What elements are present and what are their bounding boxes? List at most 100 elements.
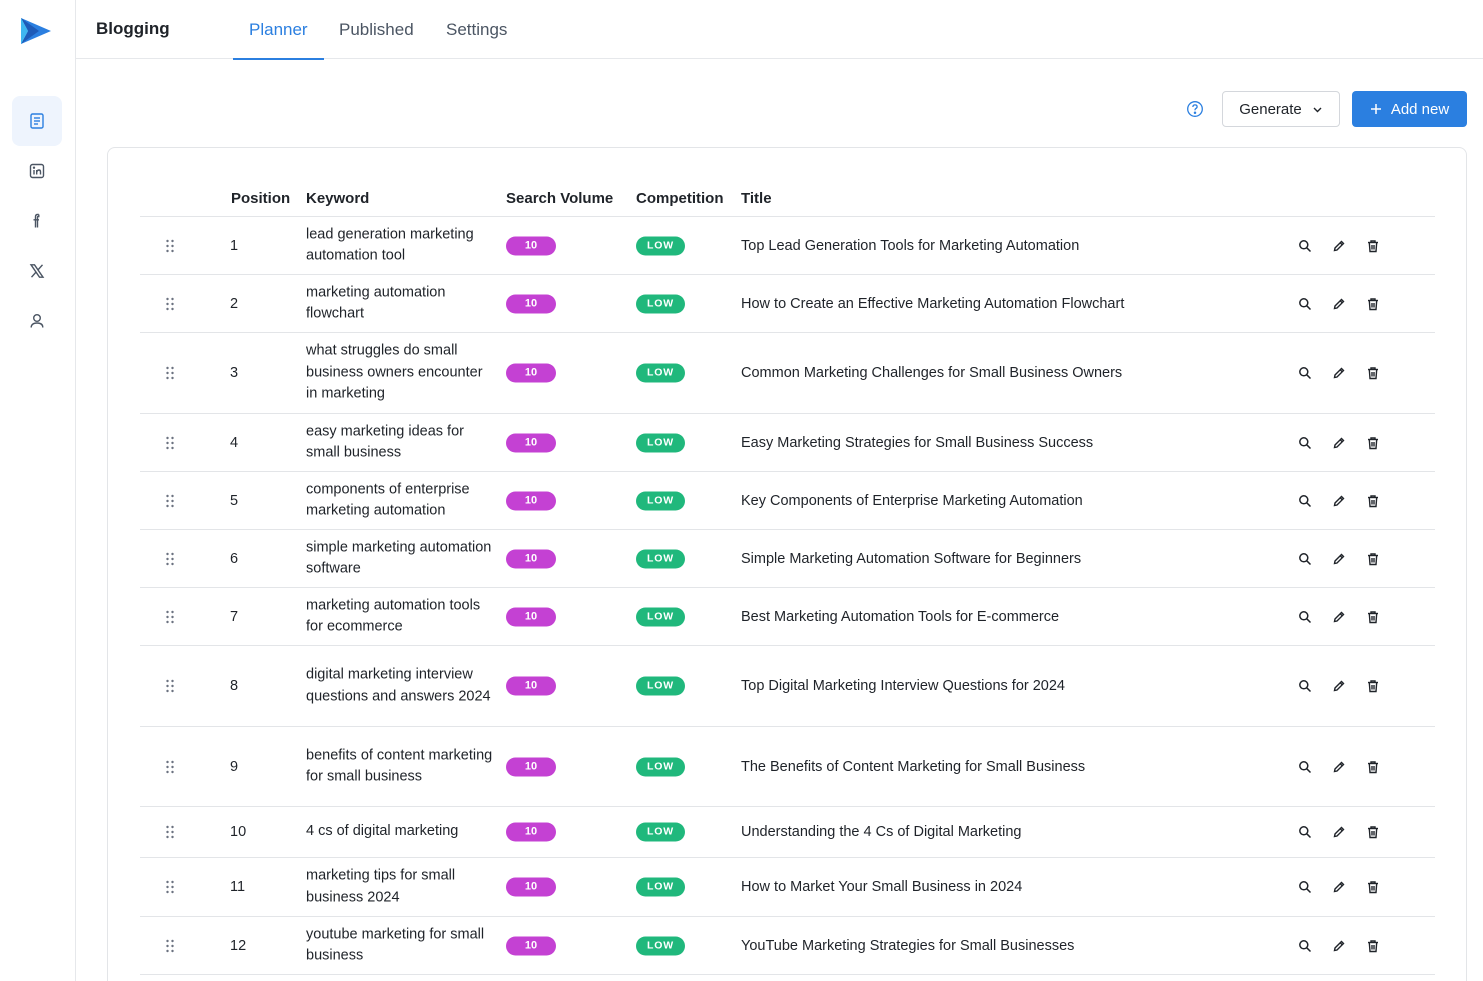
competition-badge: LOW: [636, 549, 685, 568]
delete-button[interactable]: [1365, 551, 1381, 567]
search-volume-badge: 10: [506, 236, 556, 255]
search-button[interactable]: [1297, 551, 1313, 567]
delete-button[interactable]: [1365, 879, 1381, 895]
drag-handle-icon[interactable]: [162, 238, 178, 254]
row-keyword: what struggles do small business owners …: [306, 342, 483, 402]
pencil-icon: [1333, 611, 1345, 622]
drag-handle-icon[interactable]: [162, 609, 178, 625]
competition-badge: LOW: [636, 491, 685, 510]
sidebar-item-account[interactable]: [12, 296, 62, 346]
delete-button[interactable]: [1365, 296, 1381, 312]
facebook-icon: [33, 213, 40, 228]
drag-handle-icon[interactable]: [162, 551, 178, 567]
trash-icon: [1368, 367, 1378, 380]
user-icon: [30, 314, 44, 328]
competition-badge: LOW: [636, 433, 685, 452]
search-icon: [1299, 610, 1312, 623]
app-logo-icon[interactable]: [19, 16, 53, 46]
sidebar-item-facebook[interactable]: [12, 196, 62, 246]
pencil-icon: [1333, 367, 1345, 379]
row-title: Top Digital Marketing Interview Question…: [741, 678, 1065, 694]
row-title: Understanding the 4 Cs of Digital Market…: [741, 824, 1022, 840]
edit-button[interactable]: [1331, 435, 1347, 451]
search-button[interactable]: [1297, 879, 1313, 895]
table-row: 11 marketing tips for small business 202…: [140, 858, 1435, 917]
edit-button[interactable]: [1331, 493, 1347, 509]
table-row: 3 what struggles do small business owner…: [140, 333, 1435, 414]
search-button[interactable]: [1297, 678, 1313, 694]
sidebar-item-blog[interactable]: [12, 96, 62, 146]
edit-button[interactable]: [1331, 759, 1347, 775]
delete-button[interactable]: [1365, 759, 1381, 775]
drag-handle-icon[interactable]: [162, 296, 178, 312]
trash-icon: [1368, 239, 1378, 252]
row-keyword: easy marketing ideas for small business: [306, 422, 464, 461]
search-volume-badge: 10: [506, 294, 556, 313]
row-title: The Benefits of Content Marketing for Sm…: [741, 758, 1086, 775]
edit-button[interactable]: [1331, 824, 1347, 840]
search-button[interactable]: [1297, 435, 1313, 451]
tab-published[interactable]: Published: [339, 19, 414, 39]
edit-button[interactable]: [1331, 296, 1347, 312]
delete-button[interactable]: [1365, 238, 1381, 254]
drag-handle-icon[interactable]: [162, 824, 178, 840]
edit-button[interactable]: [1331, 238, 1347, 254]
drag-handle-icon[interactable]: [162, 879, 178, 895]
drag-handle-icon[interactable]: [162, 938, 178, 954]
search-button[interactable]: [1297, 238, 1313, 254]
pencil-icon: [1333, 680, 1345, 692]
delete-button[interactable]: [1365, 824, 1381, 840]
drag-handle-icon[interactable]: [162, 493, 178, 509]
table-row: 7 marketing automation tools for ecommer…: [140, 588, 1435, 646]
generate-button[interactable]: Generate: [1222, 91, 1340, 127]
search-icon: [1299, 367, 1312, 380]
drag-handle-icon[interactable]: [162, 435, 178, 451]
row-position: 12: [230, 937, 247, 954]
table-row: 9 benefits of content marketing for smal…: [140, 727, 1435, 807]
help-icon[interactable]: [1186, 100, 1204, 118]
tab-settings[interactable]: Settings: [446, 19, 508, 39]
search-button[interactable]: [1297, 759, 1313, 775]
trash-icon: [1368, 436, 1378, 449]
delete-button[interactable]: [1365, 609, 1381, 625]
edit-button[interactable]: [1331, 551, 1347, 567]
row-position: 8: [230, 678, 239, 694]
delete-button[interactable]: [1365, 435, 1381, 451]
search-volume-badge: 10: [506, 491, 556, 510]
pencil-icon: [1333, 761, 1345, 772]
sidebar-item-x[interactable]: [12, 246, 62, 296]
trash-icon: [1368, 297, 1378, 310]
header-title: Title: [741, 190, 772, 207]
search-button[interactable]: [1297, 493, 1313, 509]
search-button[interactable]: [1297, 296, 1313, 312]
chevron-down-icon: [1313, 107, 1322, 112]
table-row: 1 lead generation marketing automation t…: [140, 217, 1435, 275]
sidebar: [0, 0, 76, 981]
x-twitter-icon: [29, 264, 45, 278]
tab-planner[interactable]: Planner: [233, 0, 324, 60]
table-row: 4 easy marketing ideas for small busines…: [140, 414, 1435, 472]
search-icon: [1299, 680, 1312, 693]
pencil-icon: [1333, 495, 1345, 506]
edit-button[interactable]: [1331, 678, 1347, 694]
search-button[interactable]: [1297, 365, 1313, 381]
search-button[interactable]: [1297, 824, 1313, 840]
delete-button[interactable]: [1365, 493, 1381, 509]
search-button[interactable]: [1297, 609, 1313, 625]
drag-handle-icon[interactable]: [162, 365, 178, 381]
row-title: How to Market Your Small Business in 202…: [741, 879, 1023, 895]
drag-handle-icon[interactable]: [162, 759, 178, 775]
edit-button[interactable]: [1331, 365, 1347, 381]
delete-button[interactable]: [1365, 938, 1381, 954]
delete-button[interactable]: [1365, 365, 1381, 381]
sidebar-item-linkedin[interactable]: [12, 146, 62, 196]
pencil-icon: [1333, 240, 1345, 251]
add-new-button[interactable]: Add new: [1352, 91, 1467, 127]
edit-button[interactable]: [1331, 879, 1347, 895]
edit-button[interactable]: [1331, 938, 1347, 954]
drag-handle-icon[interactable]: [162, 678, 178, 694]
edit-button[interactable]: [1331, 609, 1347, 625]
competition-badge: LOW: [636, 294, 685, 313]
search-button[interactable]: [1297, 938, 1313, 954]
delete-button[interactable]: [1365, 678, 1381, 694]
